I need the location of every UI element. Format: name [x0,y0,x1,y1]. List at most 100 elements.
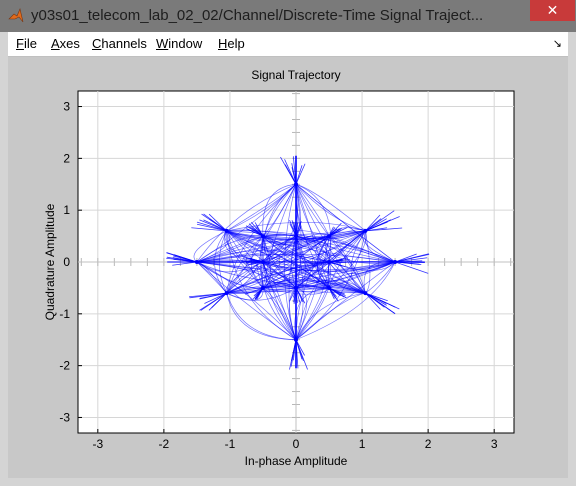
trajectory-flare [328,287,336,299]
trajectory-segment [295,261,331,340]
trajectory-segment [295,184,366,294]
trajectory-flare [365,227,388,232]
matlab-app-icon [8,8,24,23]
trajectory-segment [295,287,330,340]
trajectory-segment [262,230,366,289]
trajectory-flare [295,339,303,360]
trajectory-flare [166,257,197,263]
trajectory-segment [295,183,366,232]
x-tick-label: -1 [225,437,236,451]
trajectory-segment [226,221,366,232]
trajectory-flare [251,222,264,237]
trajectory-segment [226,230,366,294]
trajectory-segment [262,233,330,263]
trajectory-lines [166,155,430,370]
x-tick-label: 1 [359,437,366,451]
trajectory-segment [226,184,297,232]
trajectory-flare [255,287,264,300]
trajectory-segment [226,235,264,294]
trajectory-flare [204,292,227,304]
constellation-point [327,234,332,239]
x-tick-label: 2 [425,437,432,451]
constellation-point [363,228,368,233]
trajectory-segment [262,230,366,237]
trajectory-flare [365,292,396,315]
trajectory-segment [226,230,330,289]
y-tick-label: -1 [59,307,70,321]
constellation-point [363,291,368,296]
constellation-point [327,285,332,290]
trajectory-segment [226,287,264,301]
trajectory-flare [289,223,297,237]
trajectory-flare [245,225,264,237]
trajectory-segment [295,261,396,341]
trajectory-segment [226,230,366,294]
trajectory-segment [226,286,330,294]
trajectory-flare [199,219,227,232]
trajectory-segment [262,235,330,289]
menu-bar: File Axes Channels Window Help ↘ [8,32,568,57]
trajectory-flare [290,339,297,367]
trajectory-flare [365,218,382,232]
menu-window[interactable]: Window [156,36,203,51]
trajectory-segment [226,236,264,294]
y-tick-label: 1 [63,203,70,217]
trajectory-segment [262,261,366,294]
window-titlebar: y03s01_telecom_lab_02_02/Channel/Discret… [0,0,576,32]
y-tick-label: -3 [59,410,70,424]
y-tick-label: -2 [59,359,70,373]
trajectory-flare [166,252,198,263]
dock-arrow-icon[interactable]: ↘ [552,38,562,50]
trajectory-segment [193,230,227,263]
trajectory-segment [328,261,396,289]
constellation-point [224,291,229,296]
trajectory-segment [262,261,297,289]
trajectory-segment [262,230,366,240]
trajectory-flare [365,214,381,232]
y-tick-label: 0 [63,255,70,269]
menu-help[interactable]: Help [218,36,245,51]
x-tick-label: -2 [159,437,170,451]
trajectory-segment [262,287,330,295]
trajectory-flare [199,292,227,311]
trajectory-flare [203,213,227,232]
trajectory-flare [394,253,417,263]
menu-channels[interactable]: Channels [92,36,147,51]
trajectory-segment [262,287,297,340]
trajectory-segment [226,293,297,341]
trajectory-segment [226,288,366,294]
chart-title: Signal Trajectory [251,68,340,82]
trajectory-flare [208,213,227,232]
constellation-point [260,285,265,290]
x-tick-label: 3 [491,437,498,451]
trajectory-flare [254,222,264,237]
close-button[interactable]: ✕ [530,0,575,21]
menu-file[interactable]: File [16,36,37,51]
trajectory-segment [295,236,304,340]
window-title: y03s01_telecom_lab_02_02/Channel/Discret… [31,7,484,24]
trajectory-flare [191,227,227,232]
trajectory-segment [226,230,330,240]
trajectory-segment [295,184,396,263]
trajectory-segment [350,230,366,294]
constellation-point [224,228,229,233]
y-tick-labels: 3 2 1 0 -1 -2 -3 [59,100,70,425]
trajectory-flare [394,253,429,263]
trajectory-flare [365,292,388,302]
menu-axes[interactable]: Axes [51,36,80,51]
trajectory-segment [226,291,366,294]
trajectory-segment [262,261,396,290]
trajectory-segment [295,235,366,294]
signal-trajectory-chart[interactable]: Signal Trajectory -3 -2 -1 0 1 2 3 3210-1-2-3 … [8,57,568,478]
trajectory-flare [284,159,297,185]
trajectory-flare [295,165,303,185]
trajectory-flare [295,287,306,304]
trajectory-flare [208,292,227,311]
trajectory-segment [262,235,330,265]
figure-area: Signal Trajectory -3 -2 -1 0 1 2 3 3 2 1 0 -1 -2 -3 … [8,57,568,478]
trajectory-segment [262,235,366,294]
trajectory-segment [196,183,297,263]
trajectory-flare [328,261,349,268]
trajectory-segment [262,183,297,237]
trajectory-segment [295,184,366,294]
